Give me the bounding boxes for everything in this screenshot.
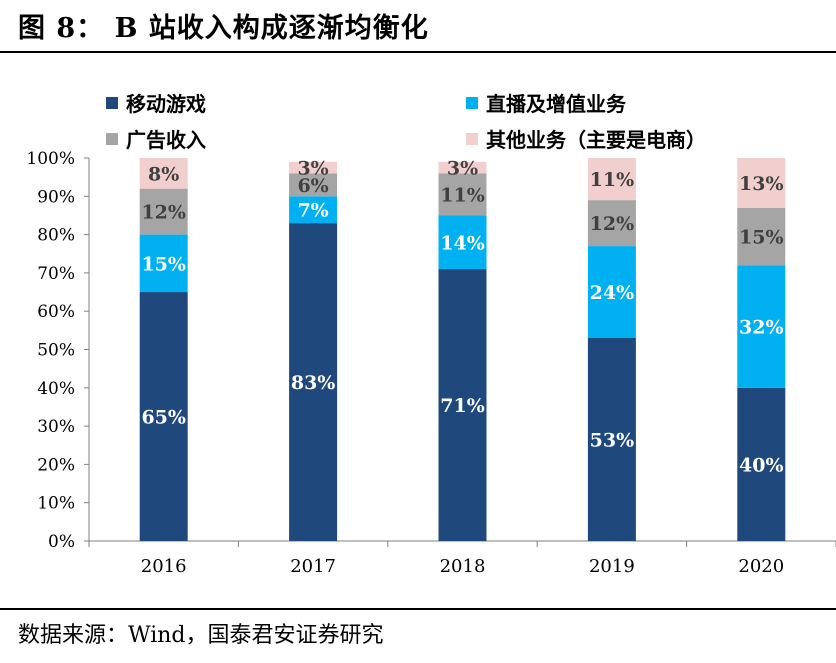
bar-segment [139, 234, 188, 293]
x-tick-label: 2018 [440, 556, 486, 577]
title-rule [0, 51, 836, 53]
legend-item-other: 其他业务（主要是电商） [466, 124, 706, 153]
legend-item-live-vas: 直播及增值业务 [466, 88, 626, 117]
legend-label: 其他业务（主要是电商） [486, 128, 706, 152]
y-tick-label: 80% [37, 226, 75, 246]
bar-segment [438, 269, 487, 541]
bar-segment [587, 338, 636, 541]
data-label: 8% [148, 163, 179, 185]
source-note: 数据来源：Wind，国泰君安证券研究 [18, 623, 384, 648]
y-tick-label: 100% [26, 149, 75, 169]
data-label: 71% [440, 395, 485, 417]
bar-segment [438, 173, 487, 216]
data-label: 24% [590, 282, 635, 304]
legend-label: 直播及增值业务 [486, 92, 626, 116]
legend-label: 广告收入 [126, 128, 206, 152]
data-label: 53% [590, 430, 635, 452]
bar-segment [139, 292, 188, 541]
y-tick-label: 70% [37, 264, 75, 284]
figure-title: 图 8： B 站收入构成逐渐均衡化 [18, 13, 429, 44]
bar-segment [587, 246, 636, 339]
data-label: 14% [440, 232, 485, 254]
legend-swatch [466, 96, 478, 109]
legend-label: 移动游戏 [126, 92, 206, 116]
data-label: 6% [297, 175, 328, 197]
y-tick-label: 10% [37, 494, 75, 514]
x-tick-label: 2019 [589, 556, 635, 577]
x-tick-label: 2017 [290, 556, 336, 577]
bar-segment [737, 265, 786, 388]
bar-segment [587, 200, 636, 247]
data-label: 3% [297, 158, 328, 180]
legend-swatch [106, 132, 118, 145]
bar-segment [737, 207, 786, 266]
legend-swatch [106, 96, 118, 109]
data-label: 65% [141, 407, 186, 429]
legend-item-ads: 广告收入 [106, 124, 206, 153]
bar-segment [139, 158, 188, 189]
x-tick-label: 2020 [738, 556, 784, 577]
bar-segment [289, 173, 338, 197]
data-label: 3% [447, 158, 478, 180]
data-label: 15% [141, 253, 186, 275]
data-label: 32% [739, 317, 784, 339]
bar-segment [289, 223, 338, 542]
y-tick-label: 30% [37, 417, 75, 437]
y-tick-label: 20% [37, 455, 75, 475]
y-tick-label: 60% [37, 302, 75, 322]
data-label: 15% [739, 227, 784, 249]
data-label: 7% [297, 200, 328, 222]
y-tick-label: 0% [48, 532, 75, 552]
data-label: 83% [291, 372, 336, 394]
bar-segment [587, 158, 636, 201]
bar-segment [139, 188, 188, 235]
data-label: 12% [590, 213, 635, 235]
source-rule [0, 608, 836, 610]
x-tick-label: 2016 [141, 556, 187, 577]
data-label: 12% [141, 202, 186, 224]
y-tick-label: 40% [37, 379, 75, 399]
data-label: 11% [590, 169, 635, 191]
bar-segment [737, 387, 786, 541]
legend-item-mobile-games: 移动游戏 [106, 88, 206, 117]
bar-segment [438, 161, 487, 174]
y-tick-label: 50% [37, 341, 75, 361]
data-label: 13% [739, 173, 784, 195]
data-label: 11% [440, 184, 485, 206]
bar-segment [289, 196, 338, 224]
data-label: 40% [739, 454, 784, 476]
bar-segment [737, 158, 786, 208]
legend-swatch [466, 132, 478, 145]
bar-segment [289, 161, 338, 174]
bar-segment [438, 215, 487, 270]
y-tick-label: 90% [37, 187, 75, 207]
